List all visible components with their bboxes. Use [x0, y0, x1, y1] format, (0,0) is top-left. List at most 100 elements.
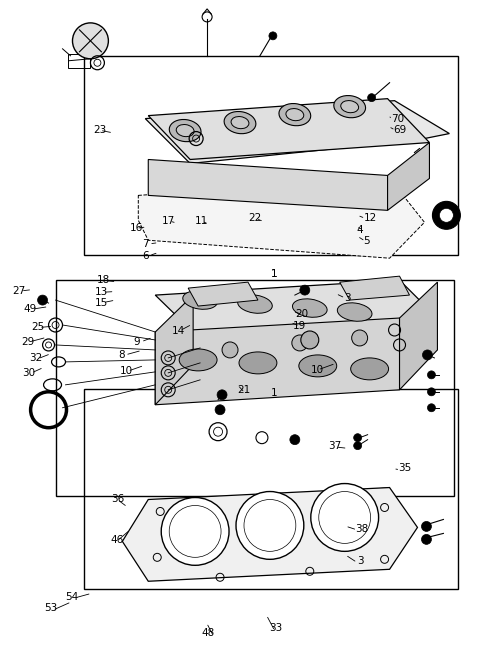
Circle shape	[354, 441, 361, 449]
Polygon shape	[155, 280, 437, 332]
Circle shape	[432, 201, 460, 229]
Text: 10: 10	[311, 365, 324, 375]
Circle shape	[292, 335, 308, 351]
Circle shape	[421, 534, 432, 544]
Ellipse shape	[334, 96, 366, 118]
Ellipse shape	[292, 299, 327, 317]
Polygon shape	[138, 178, 424, 258]
Text: 54: 54	[65, 591, 79, 601]
Text: 32: 32	[29, 353, 43, 363]
Bar	[69, 54, 90, 67]
Text: 6: 6	[142, 251, 148, 261]
Text: 1: 1	[271, 269, 278, 279]
Text: 14: 14	[172, 326, 185, 336]
Polygon shape	[155, 295, 193, 405]
Text: 23: 23	[93, 125, 106, 136]
Circle shape	[428, 371, 435, 379]
Circle shape	[439, 208, 454, 222]
Circle shape	[421, 521, 432, 531]
Text: 16: 16	[130, 223, 143, 233]
Polygon shape	[148, 159, 387, 210]
Text: 7: 7	[143, 239, 149, 249]
Text: 53: 53	[44, 603, 57, 613]
Circle shape	[301, 331, 319, 349]
Ellipse shape	[299, 355, 336, 377]
Circle shape	[311, 483, 379, 552]
Ellipse shape	[286, 109, 304, 121]
Ellipse shape	[351, 358, 389, 380]
Text: 49: 49	[24, 304, 37, 314]
Ellipse shape	[169, 119, 201, 141]
Text: 20: 20	[295, 309, 308, 320]
Text: 30: 30	[22, 368, 36, 378]
Circle shape	[37, 295, 48, 305]
Polygon shape	[155, 318, 399, 405]
Text: 35: 35	[398, 463, 411, 473]
Circle shape	[290, 435, 300, 445]
Circle shape	[368, 94, 376, 102]
Text: 48: 48	[202, 628, 215, 638]
Ellipse shape	[231, 117, 249, 128]
Circle shape	[161, 498, 229, 565]
Text: 1: 1	[271, 269, 278, 279]
Ellipse shape	[183, 291, 217, 309]
Text: 8: 8	[118, 350, 125, 360]
Ellipse shape	[239, 352, 277, 374]
Text: 13: 13	[95, 288, 108, 297]
Text: 4: 4	[356, 225, 363, 234]
Text: 29: 29	[21, 337, 35, 347]
Ellipse shape	[279, 103, 311, 126]
Text: 19: 19	[293, 321, 306, 331]
Text: 11: 11	[194, 216, 208, 226]
Circle shape	[215, 405, 225, 415]
Ellipse shape	[337, 303, 372, 321]
Polygon shape	[387, 143, 430, 210]
Text: 37: 37	[328, 441, 342, 451]
Text: 22: 22	[249, 214, 262, 223]
Bar	[84, 389, 458, 589]
Circle shape	[352, 330, 368, 346]
Circle shape	[217, 390, 227, 400]
Text: 3: 3	[357, 556, 364, 567]
Text: 10: 10	[120, 366, 132, 376]
Polygon shape	[188, 282, 258, 306]
Text: 3: 3	[344, 293, 351, 303]
Text: 17: 17	[162, 216, 175, 226]
Ellipse shape	[179, 349, 217, 371]
Circle shape	[428, 388, 435, 396]
Text: 69: 69	[393, 125, 407, 136]
Text: 36: 36	[111, 494, 124, 504]
Text: 12: 12	[363, 214, 377, 223]
Circle shape	[354, 434, 361, 441]
Bar	[56, 280, 455, 496]
Polygon shape	[148, 99, 430, 159]
Text: 1: 1	[271, 388, 278, 398]
Ellipse shape	[238, 295, 272, 313]
Circle shape	[428, 403, 435, 412]
Ellipse shape	[341, 101, 359, 113]
Circle shape	[269, 32, 277, 40]
Circle shape	[236, 491, 304, 559]
Circle shape	[300, 285, 310, 295]
Polygon shape	[122, 487, 418, 581]
Text: 9: 9	[133, 337, 140, 347]
Bar	[84, 56, 458, 255]
Text: 46: 46	[111, 534, 124, 545]
Polygon shape	[145, 101, 449, 164]
Ellipse shape	[224, 111, 256, 134]
Polygon shape	[340, 276, 409, 300]
Circle shape	[72, 23, 108, 59]
Text: 5: 5	[363, 236, 370, 246]
Text: 18: 18	[96, 276, 109, 286]
Polygon shape	[399, 282, 437, 390]
Text: 27: 27	[12, 286, 26, 296]
Text: 70: 70	[391, 113, 404, 124]
Circle shape	[422, 350, 432, 360]
Text: 38: 38	[355, 523, 368, 534]
Ellipse shape	[176, 124, 194, 137]
Text: 33: 33	[269, 623, 282, 633]
Circle shape	[222, 342, 238, 358]
Text: 15: 15	[95, 297, 108, 308]
Text: 21: 21	[238, 384, 251, 394]
Text: 25: 25	[31, 322, 44, 333]
